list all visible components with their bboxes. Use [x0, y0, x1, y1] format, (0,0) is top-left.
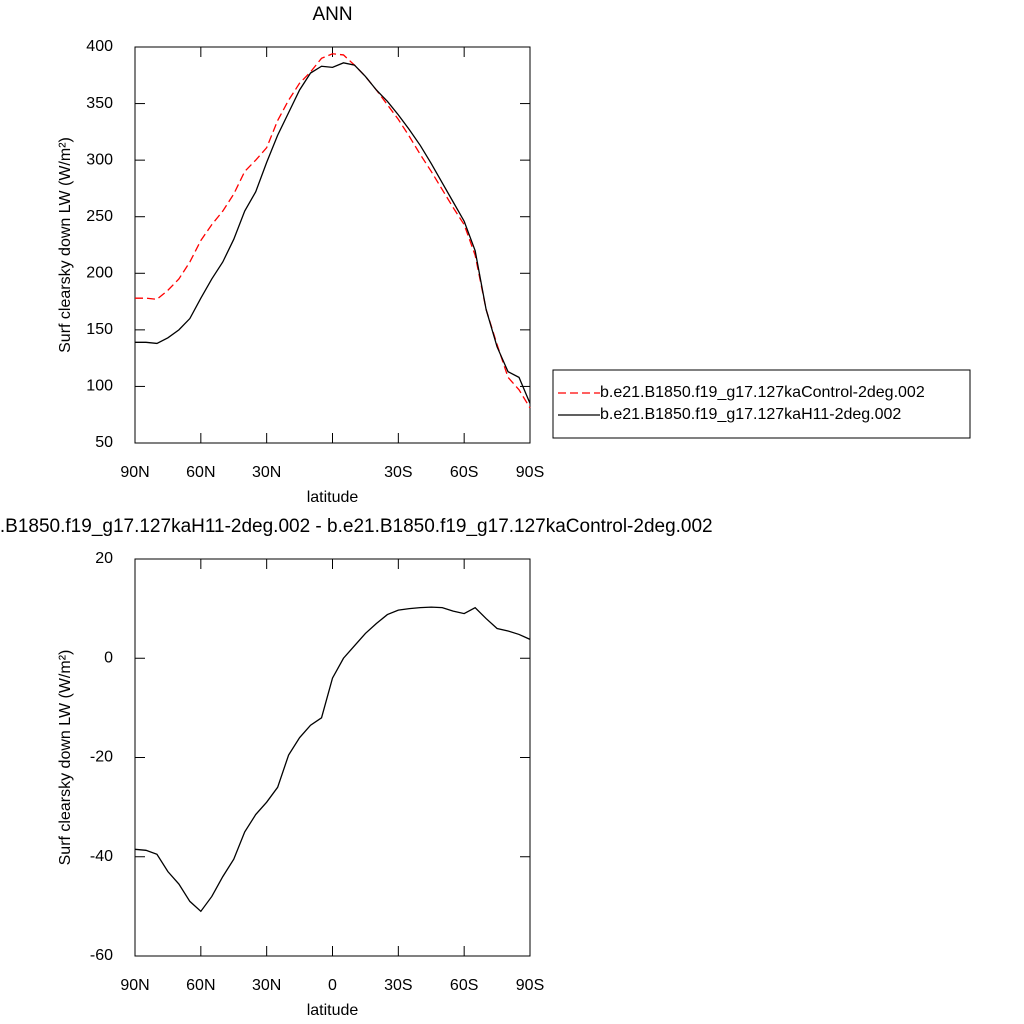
- y-axis-label: Surf clearsky down LW (W/m²): [57, 650, 74, 866]
- x-tick-label: 30S: [384, 464, 412, 481]
- data-line: [135, 53, 531, 409]
- x-tick-label: 90N: [120, 464, 149, 481]
- y-tick-label: 350: [86, 95, 113, 112]
- data-line: [135, 62, 531, 404]
- x-tick-label: 60N: [186, 977, 215, 994]
- chart-title: b.e21.B1850.f19_g17.127kaH11-2deg.002 - …: [0, 516, 713, 537]
- x-axis-label: latitude: [307, 489, 359, 506]
- x-tick-label: 30S: [384, 977, 412, 994]
- y-tick-label: 300: [86, 151, 113, 168]
- y-tick-label: 150: [86, 321, 113, 338]
- legend-label: b.e21.B1850.f19_g17.127kaH11-2deg.002: [600, 406, 901, 423]
- x-tick-label: 90S: [516, 464, 544, 481]
- x-tick-label: 90N: [120, 977, 149, 994]
- plot-frame: [134, 46, 531, 444]
- x-tick-label: 30N: [252, 977, 281, 994]
- x-tick-label: 60S: [450, 464, 478, 481]
- y-tick-label: 20: [95, 550, 113, 567]
- legend-label: b.e21.B1850.f19_g17.127kaControl-2deg.00…: [600, 384, 925, 401]
- x-tick-label: 30N: [252, 464, 281, 481]
- y-tick-label: 400: [86, 38, 113, 55]
- y-axis-label: Surf clearsky down LW (W/m²): [57, 137, 74, 353]
- x-tick-label: 0: [328, 977, 337, 994]
- y-tick-label: 100: [86, 378, 113, 395]
- x-tick-label: 90S: [516, 977, 544, 994]
- y-tick-label: -20: [90, 749, 113, 766]
- y-tick-label: -60: [90, 947, 113, 964]
- data-line: [134, 606, 531, 913]
- x-axis-label: latitude: [307, 1002, 359, 1019]
- y-tick-label: 0: [104, 649, 113, 666]
- y-tick-label: 200: [86, 265, 113, 282]
- y-tick-label: 250: [86, 208, 113, 225]
- legend-box: [552, 369, 971, 439]
- chart-title: ANN: [312, 4, 352, 25]
- x-tick-label: 60S: [450, 977, 478, 994]
- plot-frame: [134, 558, 531, 957]
- x-tick-label: 60N: [186, 464, 215, 481]
- y-tick-label: 50: [95, 434, 113, 451]
- y-tick-label: -40: [90, 848, 113, 865]
